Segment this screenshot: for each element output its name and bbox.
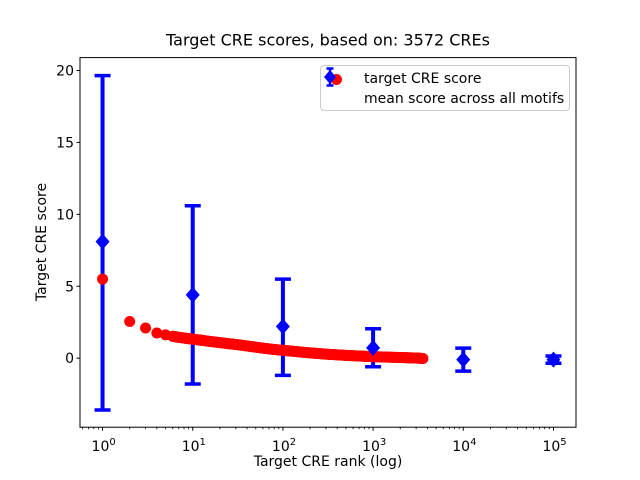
target-score-dot	[151, 327, 163, 339]
legend-label: mean score across all motifs	[364, 91, 565, 107]
chart-title: Target CRE scores, based on: 3572 CREs	[166, 30, 490, 50]
y-tick-label: 10	[56, 207, 74, 223]
legend-item-mean: mean score across all motifs	[321, 67, 569, 109]
x-tick-label: 100	[92, 437, 116, 455]
mean-score-diamond	[185, 286, 200, 303]
axes-frame	[79, 57, 577, 428]
legend-label: target CRE score	[364, 71, 482, 87]
mean-score-diamond	[366, 339, 381, 356]
x-tick-label: 103	[362, 437, 386, 455]
x-tick-label: 102	[272, 437, 296, 455]
mean-score-diamond	[275, 318, 290, 335]
target-score-dot	[140, 322, 152, 334]
legend: target CRE score mean score across all m…	[320, 65, 570, 111]
y-tick-label: 0	[65, 351, 74, 367]
y-tick-label: 5	[65, 279, 74, 295]
mean-score-diamond	[95, 233, 110, 250]
mean-score-diamond	[456, 351, 471, 368]
target-score-dot	[417, 352, 429, 364]
legend-item-target: target CRE score	[321, 69, 569, 89]
y-tick-label: 15	[56, 135, 74, 151]
y-tick-label: 20	[56, 64, 74, 80]
x-tick-label: 101	[182, 437, 206, 455]
x-tick-label: 104	[452, 437, 476, 455]
x-tick-label: 105	[542, 437, 566, 455]
target-score-dot	[124, 315, 136, 327]
red-circle-icon	[321, 73, 351, 85]
x-axis-label: Target CRE rank (log)	[253, 454, 403, 470]
mean-score-diamond	[546, 351, 561, 368]
target-score-dot	[97, 273, 109, 285]
y-axis-label: Target CRE score	[34, 182, 50, 302]
